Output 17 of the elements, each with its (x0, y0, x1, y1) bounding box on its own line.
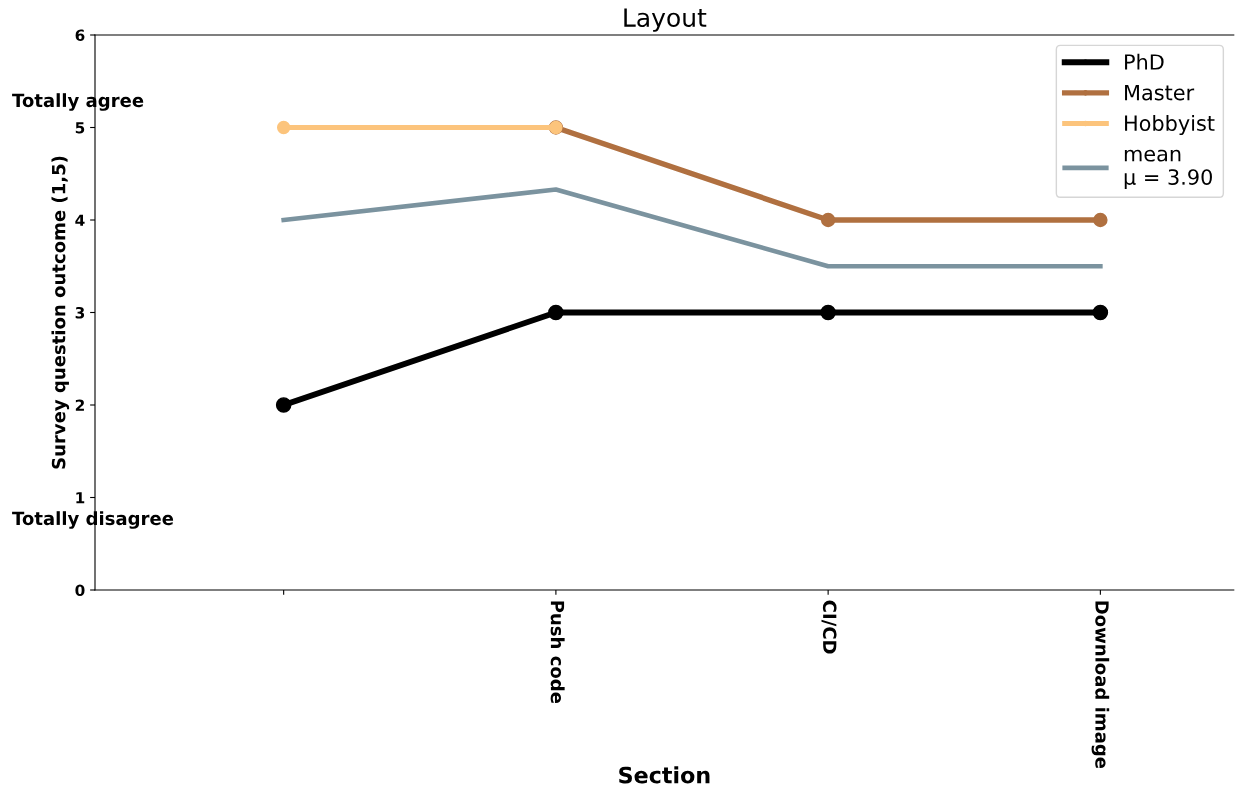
y-tick-label: 3 (75, 306, 85, 319)
y-tick-label: 6 (75, 29, 85, 42)
legend-label: Master (1125, 84, 1195, 101)
x-tick-label: CI/CD (821, 600, 837, 654)
x-tick-label: Download image (1091, 601, 1110, 769)
y-tick-label: 2 (75, 399, 84, 411)
y-tick-label: 1 (76, 492, 85, 504)
legend-label: PhD (1125, 53, 1164, 70)
y-tick-label: 5 (75, 122, 85, 134)
legend-label: mean μ = 3.90 (1124, 149, 1212, 189)
x-tick-label: Push code (550, 601, 565, 704)
chart-title: Layout (624, 8, 707, 32)
y-tick-label: 0 (75, 584, 85, 597)
x-axis-title: Section (619, 766, 710, 784)
y-axis-title: Survey question outcome (1,5) (51, 156, 70, 469)
legend-label: Hobbyist (1125, 114, 1215, 136)
y-tick-label: 4 (75, 214, 85, 226)
